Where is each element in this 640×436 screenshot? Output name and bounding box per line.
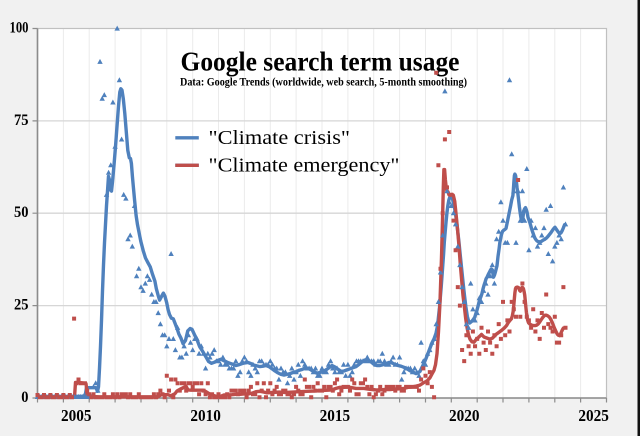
svg-text:2015: 2015 [320, 406, 351, 425]
svg-text:Data: Google Trends (worldwide: Data: Google Trends (worldwide, web sear… [180, 75, 467, 89]
svg-text:25: 25 [14, 297, 29, 314]
svg-text:"Climate crisis": "Climate crisis" [209, 127, 351, 149]
svg-text:2010: 2010 [190, 406, 221, 425]
svg-text:100: 100 [10, 19, 29, 36]
svg-text:"Climate emergency": "Climate emergency" [209, 154, 400, 176]
svg-text:2020: 2020 [449, 406, 480, 425]
svg-text:50: 50 [14, 204, 29, 221]
svg-text:0: 0 [21, 389, 28, 406]
svg-text:2005: 2005 [61, 406, 92, 425]
svg-text:75: 75 [14, 112, 29, 129]
svg-text:2025: 2025 [578, 406, 609, 425]
svg-text:Google search term usage: Google search term usage [181, 46, 460, 76]
